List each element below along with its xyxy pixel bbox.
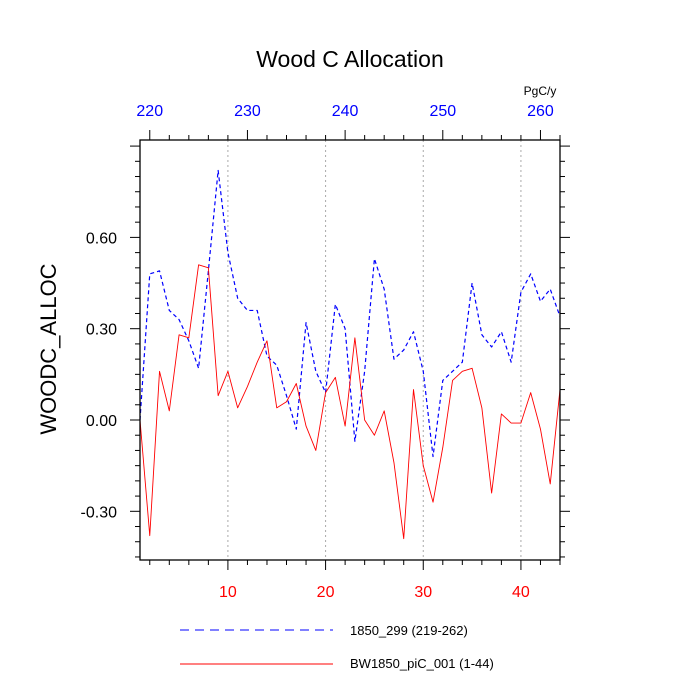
grid-layer [227,140,522,560]
x-top-tick-label: 230 [234,103,261,120]
x-top-tick-label: 260 [527,103,554,120]
series-layer [139,169,561,540]
x-bottom-tick-label: 20 [317,584,335,601]
x-top-tick-label: 220 [136,103,163,120]
y-tick-label: -0.30 [81,504,118,521]
plot-frame [139,139,561,561]
x-top-tick-label: 240 [332,103,359,120]
units-label: PgC/y [524,84,557,98]
legend: 1850_299 (219-262) BW1850_piC_001 (1-44) [180,623,494,671]
series-line-2 [139,264,561,540]
x-bottom-tick-label: 40 [512,584,530,601]
legend-label-series-1: 1850_299 (219-262) [350,623,468,638]
x-bottom-tick-label: 10 [219,584,237,601]
y-tick-label: 0.00 [86,413,117,430]
tick-layer: -0.30 0.00 0.30 0.60 10 20 30 40 220 230 240 250 260 [81,103,570,601]
y-axis-label: WOODC_ALLOC [36,263,61,434]
chart-title: Wood C Allocation [256,46,444,72]
y-tick-label: 0.60 [86,230,117,247]
y-tick-label: 0.30 [86,322,117,339]
legend-label-series-2: BW1850_piC_001 (1-44) [350,656,494,671]
x-bottom-tick-label: 30 [414,584,432,601]
x-top-tick-label: 250 [429,103,456,120]
series-line-1 [139,169,561,458]
